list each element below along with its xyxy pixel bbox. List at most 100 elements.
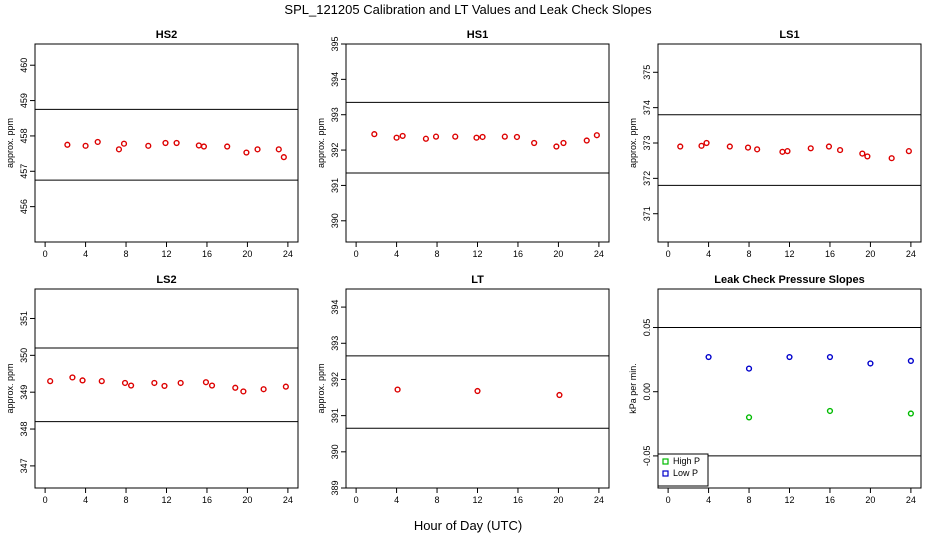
data-point bbox=[282, 383, 289, 390]
data-point bbox=[513, 133, 521, 141]
panel-3: LS1 approx. ppm 0 4 8 12 16 20 24 371 372 373 374 375 bbox=[628, 29, 922, 259]
x-tick-label: 0 bbox=[666, 249, 671, 259]
panel-title: HS2 bbox=[156, 29, 177, 41]
x-tick-label: 0 bbox=[666, 495, 671, 505]
x-tick-label: 4 bbox=[394, 495, 399, 505]
panel-title: Leak Check Pressure Slopes bbox=[714, 274, 864, 286]
data-point bbox=[726, 143, 733, 150]
x-tick-label: 20 bbox=[865, 249, 875, 259]
x-tick-label: 24 bbox=[594, 249, 604, 259]
x-tick-label: 20 bbox=[553, 249, 563, 259]
data-point bbox=[786, 353, 793, 361]
x-tick-label: 12 bbox=[472, 249, 482, 259]
data-point bbox=[94, 138, 101, 146]
x-axis-label: Hour of Day (UTC) bbox=[413, 518, 523, 533]
data-point bbox=[867, 360, 874, 367]
x-tick-label: 12 bbox=[784, 495, 794, 505]
panel-title: LS1 bbox=[779, 29, 799, 41]
data-point bbox=[779, 148, 786, 155]
data-point bbox=[907, 357, 914, 364]
panel-2: HS1 approx. ppm 0 4 8 12 16 20 24 390 391 392 393 394… bbox=[316, 29, 610, 259]
data-point bbox=[826, 353, 834, 361]
x-tick-label: 12 bbox=[472, 495, 482, 505]
y-axis-label: approx. ppm bbox=[628, 118, 638, 168]
y-tick-label: 0.05 bbox=[642, 319, 652, 337]
y-tick-label: 0.00 bbox=[642, 383, 652, 401]
y-tick-label: 390 bbox=[330, 213, 340, 228]
data-point bbox=[280, 154, 287, 161]
y-tick-label: 391 bbox=[330, 178, 340, 193]
data-point bbox=[754, 146, 761, 153]
data-point bbox=[202, 379, 210, 386]
y-axis-label: approx. ppm bbox=[5, 118, 15, 168]
y-tick-label: 351 bbox=[19, 311, 29, 326]
y-tick-label: 375 bbox=[642, 65, 652, 80]
plot-frame bbox=[345, 43, 610, 243]
data-point bbox=[177, 379, 184, 387]
y-tick-label: 391 bbox=[330, 408, 340, 423]
data-point bbox=[127, 382, 135, 389]
data-point bbox=[161, 382, 168, 390]
x-tick-label: 4 bbox=[83, 495, 88, 505]
data-point bbox=[556, 391, 563, 399]
x-tick-label: 12 bbox=[161, 495, 171, 505]
data-point bbox=[173, 139, 180, 147]
y-tick-label: -0.05 bbox=[642, 446, 652, 467]
data-point bbox=[371, 131, 378, 138]
x-tick-label: 24 bbox=[906, 495, 916, 505]
data-point bbox=[64, 141, 71, 148]
data-point bbox=[745, 414, 753, 421]
x-tick-label: 4 bbox=[706, 249, 711, 259]
data-point bbox=[195, 142, 202, 149]
y-tick-label: 373 bbox=[642, 135, 652, 150]
panel-title: HS1 bbox=[467, 29, 488, 41]
x-tick-label: 16 bbox=[202, 249, 212, 259]
y-tick-label: 390 bbox=[330, 444, 340, 459]
data-point bbox=[79, 377, 86, 384]
data-point bbox=[145, 142, 152, 149]
x-tick-label: 16 bbox=[513, 495, 523, 505]
y-tick-label: 347 bbox=[19, 458, 29, 473]
y-tick-label: 458 bbox=[19, 128, 29, 143]
data-point bbox=[583, 137, 590, 144]
y-tick-label: 394 bbox=[330, 72, 340, 87]
panel-1: HS2 approx. ppm 0 4 8 12 16 20 24 456 457 458 459 460 bbox=[5, 29, 299, 259]
x-tick-label: 24 bbox=[283, 249, 293, 259]
data-point bbox=[394, 386, 401, 393]
x-tick-label: 20 bbox=[242, 495, 252, 505]
legend-box bbox=[657, 453, 709, 487]
data-point bbox=[864, 153, 871, 160]
panel-4: LS2 approx. ppm 0 4 8 12 16 20 24 347 348 349 350 351 bbox=[5, 274, 299, 505]
data-point bbox=[593, 132, 600, 139]
x-tick-label: 24 bbox=[594, 495, 604, 505]
data-point bbox=[807, 145, 814, 152]
data-point bbox=[422, 135, 430, 142]
y-axis-label: kPa per min. bbox=[628, 363, 638, 414]
data-point bbox=[473, 134, 480, 141]
x-tick-label: 8 bbox=[747, 249, 752, 259]
data-point bbox=[121, 379, 129, 387]
x-tick-label: 24 bbox=[906, 249, 916, 259]
y-tick-label: 395 bbox=[330, 36, 340, 51]
data-point bbox=[432, 133, 440, 140]
x-tick-label: 0 bbox=[354, 249, 359, 259]
data-point bbox=[254, 146, 261, 153]
data-point bbox=[825, 143, 833, 150]
data-point bbox=[200, 143, 208, 150]
x-tick-label: 8 bbox=[435, 249, 440, 259]
y-tick-label: 456 bbox=[19, 199, 29, 214]
data-point bbox=[905, 148, 912, 155]
x-tick-label: 4 bbox=[706, 495, 711, 505]
x-tick-label: 12 bbox=[784, 249, 794, 259]
data-point bbox=[479, 133, 486, 141]
data-point bbox=[47, 378, 54, 385]
x-tick-label: 8 bbox=[124, 495, 129, 505]
data-point bbox=[240, 388, 247, 395]
legend-label: Low P bbox=[673, 468, 698, 478]
data-point bbox=[82, 142, 89, 149]
y-tick-label: 392 bbox=[330, 143, 340, 158]
panel-title: LS2 bbox=[156, 274, 176, 286]
y-tick-label: 371 bbox=[642, 206, 652, 221]
